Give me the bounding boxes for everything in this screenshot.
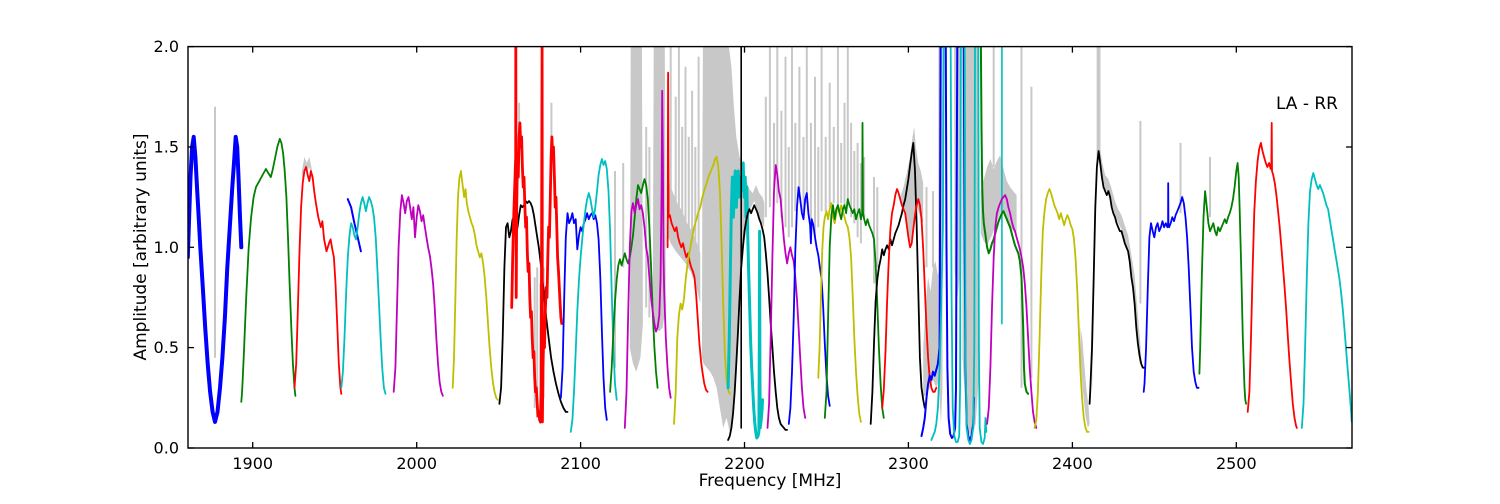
x-tick-label: 2100 xyxy=(560,454,601,473)
grey-noise-region xyxy=(701,46,765,432)
series-band-1860-blue-notched xyxy=(188,134,244,424)
series-band-2058-red-spiky xyxy=(510,46,564,424)
series-band-2051-black xyxy=(498,200,569,413)
series-band-2410-black xyxy=(1088,150,1146,405)
series-band-1926-red xyxy=(293,166,343,395)
series-band-2227-blue xyxy=(787,186,831,425)
series-band-2443-blue xyxy=(1142,182,1200,393)
y-tick-label: 0.0 xyxy=(154,439,179,458)
series-band-1893-green xyxy=(240,138,297,403)
x-tick-label: 2200 xyxy=(724,454,765,473)
series-band-2377-yellow xyxy=(1033,188,1090,433)
grey-noise-region xyxy=(923,261,941,398)
series-band-2190-black-hump xyxy=(727,204,788,441)
y-tick-label: 0.5 xyxy=(154,338,179,357)
x-axis-label: Frequency [MHz] xyxy=(698,471,842,491)
series-band-2127-magenta xyxy=(623,89,672,429)
series-band-2507-red xyxy=(1246,122,1298,429)
series-band-2214-magenta xyxy=(766,164,807,429)
grey-noise-region xyxy=(1080,327,1090,428)
series-segment-1958-blue xyxy=(346,198,362,253)
series-band-2157-yellow xyxy=(673,156,731,425)
series-band-1986-magenta xyxy=(392,194,444,397)
series-band-2540-cyan xyxy=(1300,172,1352,429)
y-axis-label: Amplitude [arbitrary units] xyxy=(131,133,151,361)
series-band-2284-red xyxy=(881,188,938,409)
y-tick-label: 1.5 xyxy=(154,138,179,157)
y-tick-label: 2.0 xyxy=(154,37,179,56)
series-band-2348-magenta xyxy=(986,194,1038,429)
series-band-2344-green xyxy=(979,46,1030,395)
y-tick-label: 1.0 xyxy=(154,238,179,257)
series-band-2190-cyan-noisy xyxy=(726,161,764,440)
series-band-1954-cyan xyxy=(340,196,387,395)
series-band-2118-green xyxy=(609,178,659,393)
grey-noise-region xyxy=(1096,46,1101,157)
series-band-2477-green xyxy=(1198,162,1247,405)
x-tick-label: 2000 xyxy=(396,454,437,473)
x-tick-label: 1900 xyxy=(232,454,273,473)
series-band-2022-yellow xyxy=(451,170,499,401)
series-band-2249-green xyxy=(823,122,885,419)
series-band-2277-black xyxy=(869,142,926,425)
x-tick-label: 2300 xyxy=(888,454,929,473)
grey-noise-region xyxy=(980,155,1017,246)
x-tick-label: 2500 xyxy=(1216,454,1257,473)
x-tick-label: 2400 xyxy=(1052,454,1093,473)
series-band-2153-red xyxy=(666,71,709,393)
baseline-polarization-label: LA - RR xyxy=(1275,94,1338,114)
series-band-2094-cyan xyxy=(569,158,618,433)
